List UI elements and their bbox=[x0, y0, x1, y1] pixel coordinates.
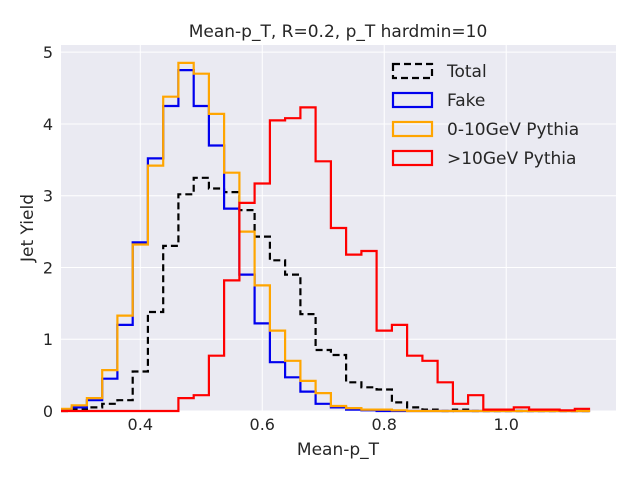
legend-label: >10GeV Pythia bbox=[447, 149, 576, 169]
x-tick-label: 0.6 bbox=[250, 415, 275, 434]
y-tick-label: 2 bbox=[43, 258, 53, 277]
y-tick-label: 5 bbox=[43, 43, 53, 62]
legend-label: Fake bbox=[447, 91, 485, 111]
series-line-10gev-pythia bbox=[61, 106, 591, 413]
x-tick-label: 1.0 bbox=[493, 415, 518, 434]
y-axis-label: Jet Yield bbox=[18, 194, 38, 263]
legend-swatch bbox=[391, 91, 434, 109]
legend-swatch bbox=[391, 62, 434, 80]
x-tick-label: 0.4 bbox=[128, 415, 153, 434]
chart-title: Mean-p_T, R=0.2, p_T hardmin=10 bbox=[189, 22, 488, 42]
series-line-0-10gev-pythia bbox=[61, 61, 591, 413]
legend: Total Fake 0-10GeV Pythia >10GeV Pythia bbox=[391, 62, 579, 169]
legend-swatch bbox=[391, 120, 434, 138]
series-layer bbox=[61, 61, 591, 413]
x-axis-label: Mean-p_T bbox=[297, 440, 380, 460]
y-tick-label: 1 bbox=[43, 330, 53, 349]
legend-label: Total bbox=[446, 62, 487, 82]
x-tick-label: 0.8 bbox=[372, 415, 397, 434]
y-tick-label: 3 bbox=[43, 187, 53, 206]
x-tick-labels: 0.4 0.6 0.8 1.0 bbox=[128, 415, 519, 434]
legend-swatch bbox=[391, 149, 434, 167]
y-tick-label: 4 bbox=[43, 115, 53, 134]
y-tick-labels: 0 1 2 3 4 5 bbox=[43, 43, 53, 421]
y-tick-label: 0 bbox=[43, 402, 53, 421]
legend-label: 0-10GeV Pythia bbox=[447, 120, 579, 140]
